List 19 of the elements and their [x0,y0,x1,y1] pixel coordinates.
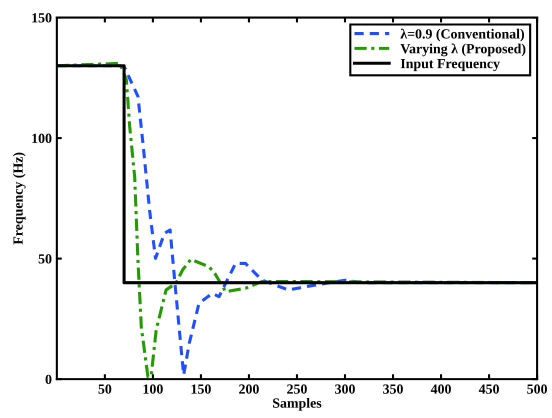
x-axis-title: Samples [273,398,322,411]
x-tick-label: 350 [383,384,403,394]
y-tick-label: 0 [46,374,52,384]
y-tick-label: 50 [38,254,52,264]
x-tick-label: 150 [192,384,211,394]
y-axis-title: Frequency (Hz) [12,152,26,244]
legend-label: Input Frequency [400,59,500,72]
y-tick-label: 150 [32,13,52,23]
x-tick-label: 400 [430,384,451,394]
x-tick-label: 50 [98,384,112,394]
y-tick-label: 100 [32,134,52,144]
legend-label: Varying λ (Proposed) [400,43,526,56]
x-tick-label: 200 [239,384,259,394]
x-tick-label: 300 [335,384,355,394]
x-tick-label: 100 [144,384,163,394]
x-tick-label: 450 [478,384,499,394]
x-tick-label: 250 [287,384,307,394]
x-tick-label: 500 [527,384,547,394]
legend-label: λ=0.9 (Conventional) [400,28,524,42]
